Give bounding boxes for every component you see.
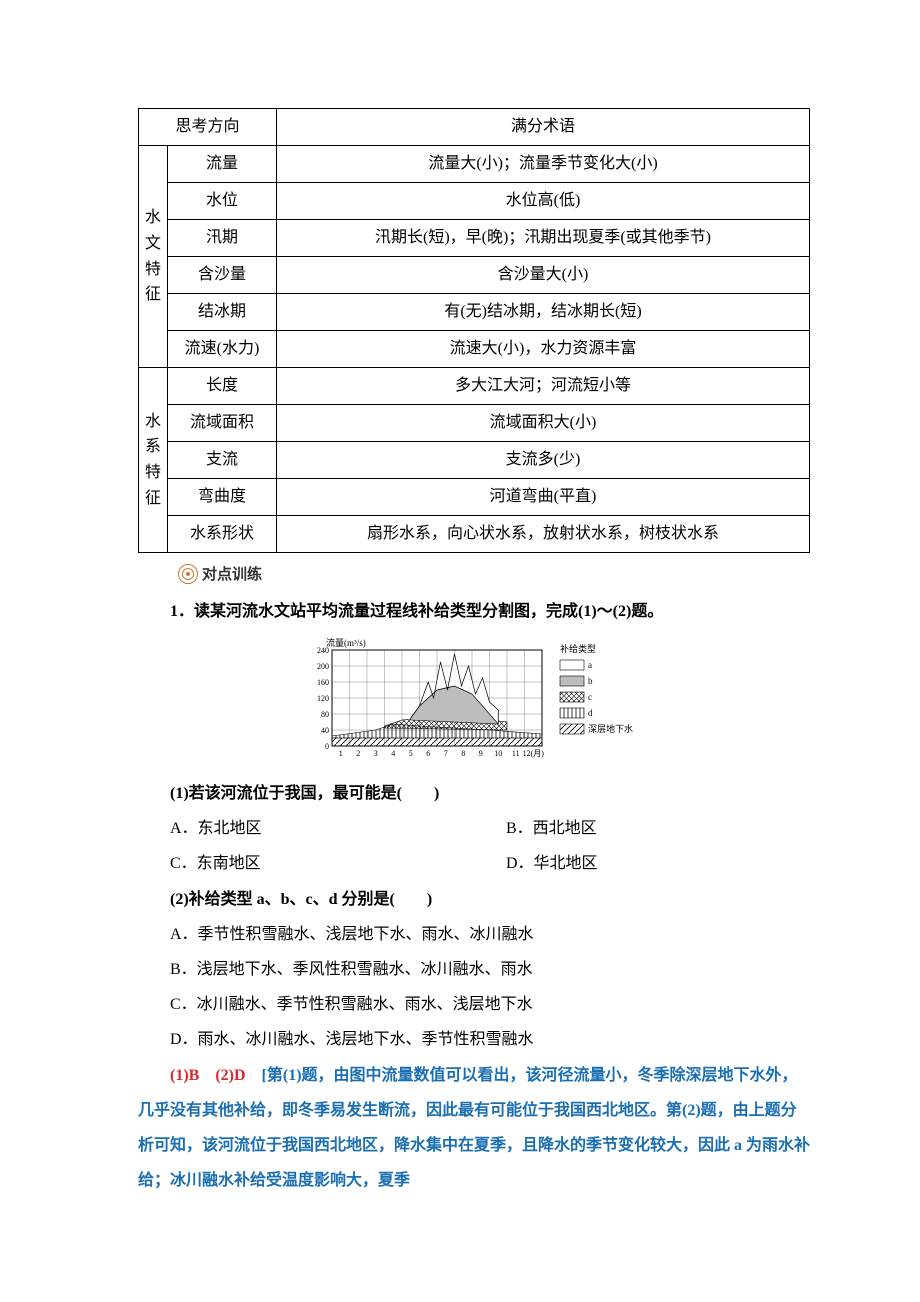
group-hydrology: 水文特征 <box>139 146 168 368</box>
row-key: 流速(水力) <box>168 331 277 368</box>
svg-text:c: c <box>588 692 592 702</box>
answer-explanation: (1)B (2)D [第(1)题，由图中流量数值可以看出，该河径流量小，冬季除深… <box>138 1058 810 1199</box>
row-val: 支流多(少) <box>277 442 810 479</box>
svg-text:流量(m³/s): 流量(m³/s) <box>326 637 366 648</box>
row-val: 河道弯曲(平直) <box>277 479 810 516</box>
svg-text:6: 6 <box>426 749 430 758</box>
th-direction: 思考方向 <box>139 109 277 146</box>
svg-text:10: 10 <box>494 749 502 758</box>
answer-text: 第(1)题，由图中流量数值可以看出，该河径流量小，冬季除深层地下水外，几乎没有其… <box>138 1067 810 1190</box>
svg-text:b: b <box>588 676 593 686</box>
row-key: 结冰期 <box>168 294 277 331</box>
opt-a: A．东北地区 <box>138 811 474 846</box>
th-terms: 满分术语 <box>277 109 810 146</box>
row-val: 多大江大河；河流短小等 <box>277 368 810 405</box>
row-val: 扇形水系，向心状水系，放射状水系，树枝状水系 <box>277 516 810 553</box>
row-val: 有(无)结冰期，结冰期长(短) <box>277 294 810 331</box>
svg-text:160: 160 <box>317 678 329 687</box>
opt-d: D．雨水、冰川融水、浅层地下水、季节性积雪融水 <box>138 1022 810 1057</box>
svg-text:240: 240 <box>317 646 329 655</box>
terminology-table: 思考方向 满分术语 水文特征 流量 流量大(小)；流量季节变化大(小) 水位水位… <box>138 108 810 553</box>
opt-b: B．浅层地下水、季风性积雪融水、冰川融水、雨水 <box>138 952 810 987</box>
row-val: 流量大(小)；流量季节变化大(小) <box>277 146 810 183</box>
row-key: 含沙量 <box>168 257 277 294</box>
q1-2-stem: (2)补给类型 a、b、c、d 分别是( ) <box>138 882 810 917</box>
svg-text:120: 120 <box>317 694 329 703</box>
svg-text:40: 40 <box>321 726 329 735</box>
svg-text:11: 11 <box>512 749 520 758</box>
row-key: 流域面积 <box>168 405 277 442</box>
row-val: 流速大(小)，水力资源丰富 <box>277 331 810 368</box>
row-val: 汛期长(短)，早(晚)；汛期出现夏季(或其他季节) <box>277 220 810 257</box>
q1-1-stem: (1)若该河流位于我国，最可能是( ) <box>138 776 810 811</box>
row-val: 水位高(低) <box>277 183 810 220</box>
svg-text:1: 1 <box>339 749 343 758</box>
row-key: 流量 <box>168 146 277 183</box>
opt-c: C．东南地区 <box>138 846 474 881</box>
svg-text:4: 4 <box>391 749 395 758</box>
q1-1-options-row1: A．东北地区 B．西北地区 <box>138 811 810 846</box>
group-drainage: 水系特征 <box>139 368 168 553</box>
flow-chart: 流量(m³/s) 0 40 80 120 160 200 240 1 2 3 4 5 6 7 8 9 10 1112… <box>294 636 654 766</box>
row-val: 流域面积大(小) <box>277 405 810 442</box>
q1-1-options-row2: C．东南地区 D．华北地区 <box>138 846 810 881</box>
question-1-intro: 1．读某河流水文站平均流量过程线补给类型分割图，完成(1)～(2)题。 <box>138 596 810 628</box>
opt-c: C．冰川融水、季节性积雪融水、雨水、浅层地下水 <box>138 987 810 1022</box>
row-key: 汛期 <box>168 220 277 257</box>
svg-text:补给类型: 补给类型 <box>560 643 596 654</box>
svg-text:200: 200 <box>317 662 329 671</box>
answer-tag: (1)B (2)D <box>170 1067 246 1084</box>
svg-text:2: 2 <box>356 749 360 758</box>
row-key: 水位 <box>168 183 277 220</box>
row-key: 水系形状 <box>168 516 277 553</box>
svg-text:3: 3 <box>374 749 378 758</box>
svg-text:7: 7 <box>444 749 448 758</box>
svg-text:a: a <box>588 660 592 670</box>
row-key: 弯曲度 <box>168 479 277 516</box>
svg-text:深层地下水: 深层地下水 <box>588 723 633 734</box>
opt-d: D．华北地区 <box>474 846 810 881</box>
opt-a: A．季节性积雪融水、浅层地下水、雨水、冰川融水 <box>138 917 810 952</box>
row-key: 长度 <box>168 368 277 405</box>
row-val: 含沙量大(小) <box>277 257 810 294</box>
svg-text:d: d <box>588 708 593 718</box>
svg-text:9: 9 <box>479 749 483 758</box>
svg-text:80: 80 <box>321 710 329 719</box>
svg-text:12(月): 12(月) <box>523 749 545 758</box>
svg-text:8: 8 <box>461 749 465 758</box>
row-key: 支流 <box>168 442 277 479</box>
target-icon <box>178 564 198 584</box>
opt-b: B．西北地区 <box>474 811 810 846</box>
answer-bracket: [ <box>246 1067 267 1084</box>
section-marker-label: 对点训练 <box>202 563 262 584</box>
section-marker: 对点训练 <box>178 563 810 584</box>
svg-text:5: 5 <box>409 749 413 758</box>
svg-text:0: 0 <box>325 742 329 751</box>
